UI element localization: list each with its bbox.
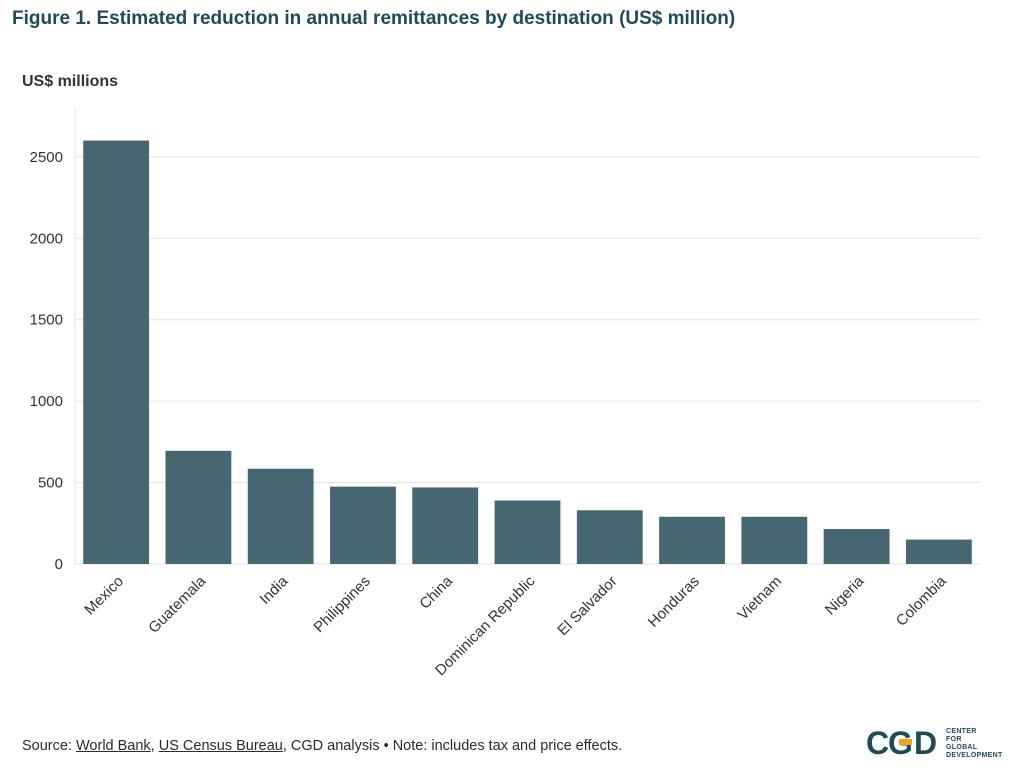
cgd-logo-mark: C G D [866, 725, 937, 759]
x-tick-label: Colombia [893, 572, 950, 629]
bar-nigeria [823, 528, 890, 564]
x-tick-label: El Salvador [554, 573, 620, 639]
bar-dominican-republic [494, 500, 561, 564]
logo-line-1: CENTER [946, 728, 977, 735]
logo-line-3: GLOBAL [946, 744, 978, 751]
svg-text:D: D [914, 725, 937, 759]
y-tick-label: 2500 [30, 149, 63, 166]
y-tick-label: 1000 [30, 393, 63, 410]
y-axis-label: US$ millions [22, 73, 119, 90]
chart-title: Figure 1. Estimated reduction in annual … [12, 8, 736, 29]
x-tick-label: India [256, 572, 291, 607]
bar-chart: 0 500 1000 1500 2000 2500 Mexico Guatemala Indi… [30, 108, 980, 679]
bar-china [412, 487, 479, 564]
bar-el-salvador [576, 510, 643, 564]
source-rest: , CGD analysis • Note: includes tax and … [282, 738, 623, 754]
bar-mexico [83, 140, 150, 565]
source-note: Source: World Bank, US Census Bureau, CG… [22, 738, 622, 754]
bar-honduras [659, 516, 725, 564]
source-separator: , [150, 738, 159, 754]
bar-colombia [905, 539, 972, 564]
x-tick-label: Nigeria [822, 572, 868, 618]
y-tick-label: 2000 [30, 230, 63, 247]
cgd-logo: C G D CENTER FOR GLOBAL DEVELOPMENT [866, 725, 1002, 761]
bars [83, 140, 972, 565]
x-tick-label: Vietnam [734, 573, 785, 624]
bar-philippines [330, 486, 396, 564]
logo-line-4: DEVELOPMENT [946, 752, 1003, 759]
logo-line-2: FOR [946, 736, 962, 743]
x-tick-label: Mexico [81, 573, 127, 619]
y-axis-ticks: 0 500 1000 1500 2000 2500 [30, 149, 63, 573]
svg-text:C: C [866, 725, 889, 759]
y-tick-label: 0 [55, 556, 63, 573]
x-tick-label: Guatemala [145, 572, 209, 636]
bar-india [247, 468, 314, 564]
cgd-logo-text: CENTER FOR GLOBAL DEVELOPMENT [946, 728, 1003, 760]
source-prefix: Source: [22, 738, 76, 754]
us-census-bureau-link[interactable]: US Census Bureau [158, 738, 283, 754]
bar-guatemala [165, 450, 232, 564]
x-axis-ticks: Mexico Guatemala India Philippines ChinaDomi… [81, 572, 950, 679]
world-bank-link[interactable]: World Bank [76, 738, 151, 754]
y-tick-label: 500 [38, 475, 63, 492]
x-tick-label: Philippines [310, 573, 373, 636]
y-tick-label: 1500 [30, 312, 63, 329]
bar-vietnam [741, 516, 808, 564]
x-tick-label: China [416, 572, 456, 612]
x-tick-label: Honduras [645, 573, 703, 631]
